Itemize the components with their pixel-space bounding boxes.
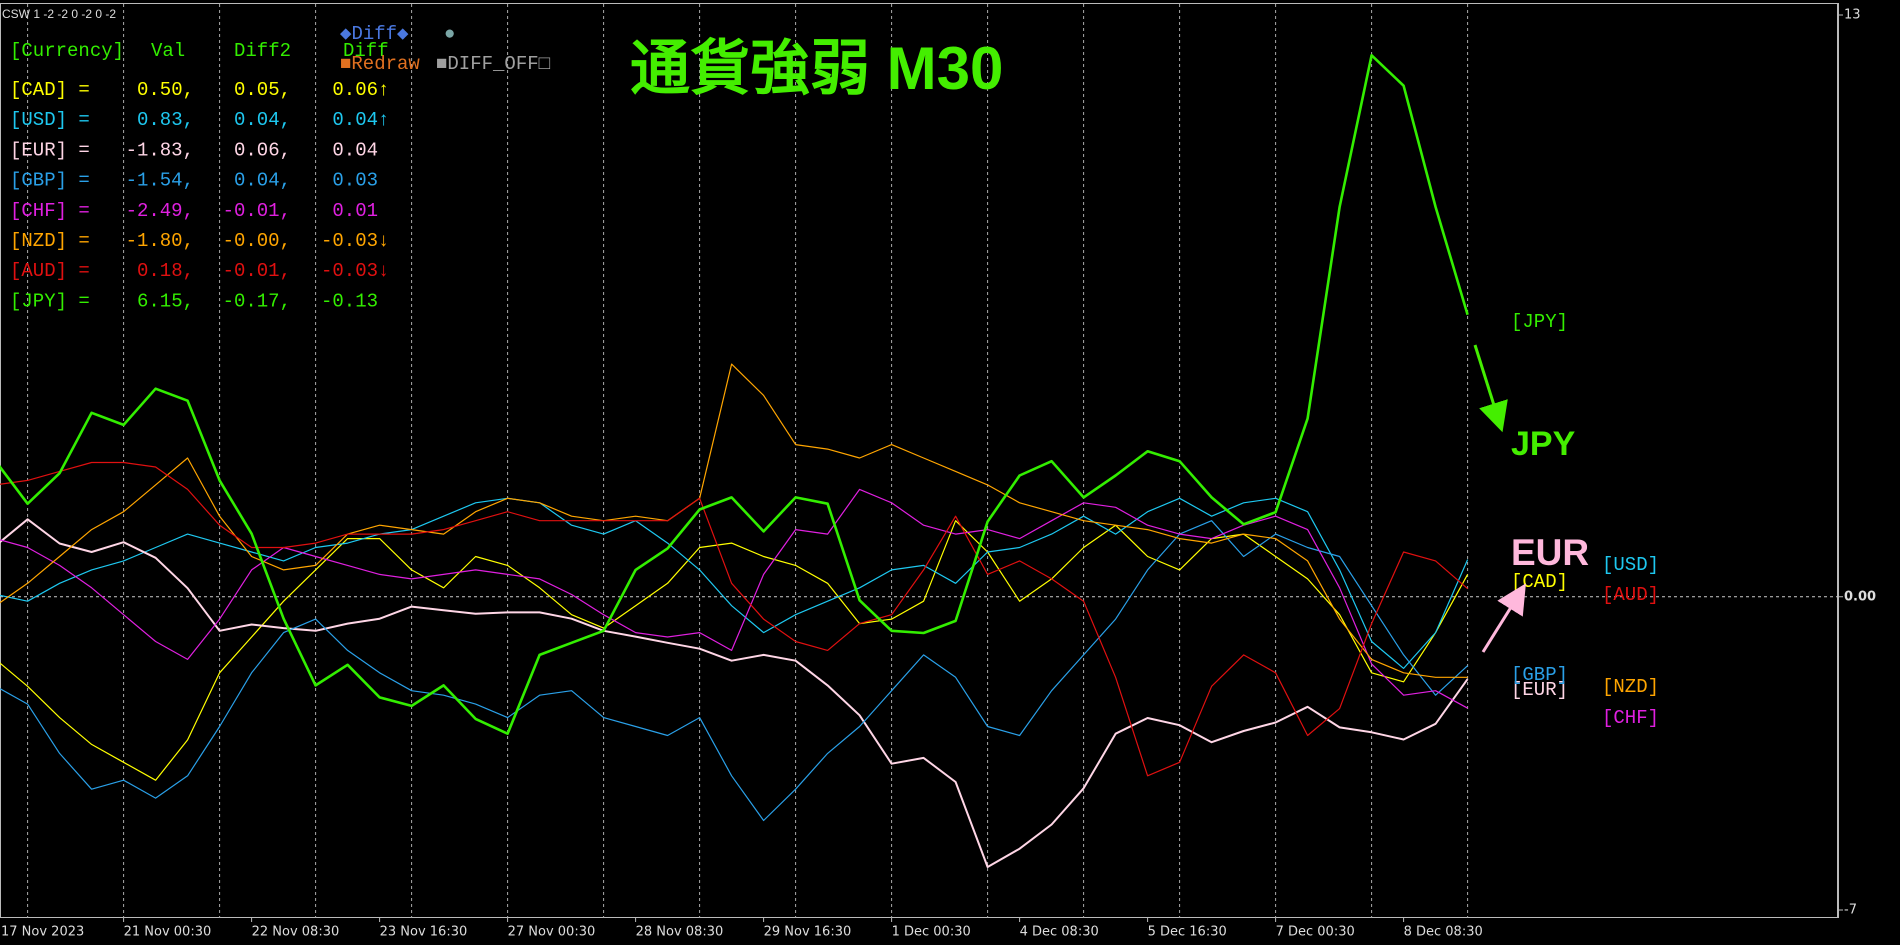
table-cell: 0.06,: [234, 139, 291, 161]
series-label: [EUR]: [1511, 679, 1568, 701]
table-cell: [NZD] =: [10, 230, 90, 252]
x-tick-label: 22 Nov 08:30: [252, 925, 340, 940]
table-cell: 0.18,: [137, 260, 194, 282]
chart-title: 通貨強弱 M30: [630, 35, 1003, 102]
table-cell: -1.54,: [126, 170, 194, 192]
x-tick-label: 17 Nov 2023: [1, 925, 84, 940]
table-cell: 0.83,: [137, 109, 194, 131]
x-tick-label: 29 Nov 16:30: [764, 925, 852, 940]
arrow: [1473, 344, 1508, 433]
x-tick-label: 27 Nov 00:30: [508, 925, 596, 940]
annotation: JPY: [1511, 425, 1576, 463]
series-label: [GBP]: [1511, 664, 1568, 686]
series-label: [JPY]: [1511, 311, 1568, 333]
x-tick-label: 4 Dec 08:30: [1020, 925, 1099, 940]
series-label: [NZD]: [1602, 676, 1659, 698]
y-tick-label: 0.00: [1844, 589, 1876, 604]
table-cell: [EUR] =: [10, 139, 90, 161]
table-cell: [USD] =: [10, 109, 90, 131]
table-cell: 0.04: [332, 139, 378, 161]
table-header: Diff2: [234, 40, 291, 62]
table-cell: 0.03: [332, 170, 378, 192]
annotation: EUR: [1511, 532, 1589, 573]
table-cell: [GBP] =: [10, 170, 90, 192]
control-button[interactable]: ◆Diff◆: [340, 23, 409, 45]
table-cell: 0.01: [332, 200, 378, 222]
series-layer: [0, 54, 1469, 868]
series-line: [0, 461, 1468, 777]
x-tick-label: 28 Nov 08:30: [636, 925, 724, 940]
table-cell: -1.83,: [126, 139, 194, 161]
table-cell: -0.03↓: [321, 230, 389, 252]
table-cell: 0.04,: [234, 109, 291, 131]
table-cell: -0.00,: [223, 230, 291, 252]
series-label: [CAD]: [1511, 571, 1568, 593]
table-cell: [JPY] =: [10, 290, 90, 312]
series-line: [0, 520, 1469, 781]
series-line: [0, 488, 1468, 709]
table-cell: 0.50,: [137, 79, 194, 101]
control-button[interactable]: ■DIFF_OFF□: [436, 53, 551, 75]
table-cell: [AUD] =: [10, 260, 90, 282]
x-tick-label: 8 Dec 08:30: [1404, 925, 1483, 940]
y-tick-label: 13: [1844, 8, 1861, 23]
series-line: [0, 497, 1469, 669]
series-line: [0, 54, 1469, 735]
table-cell: -0.13: [321, 290, 378, 312]
table-cell: -1.80,: [126, 230, 194, 252]
table-cell: [CAD] =: [10, 79, 90, 101]
table-header: Val: [151, 40, 185, 62]
table-cell: 0.05,: [234, 79, 291, 101]
control-button[interactable]: ●: [444, 23, 455, 45]
table-cell: 0.06↑: [332, 79, 389, 101]
series-label: [AUD]: [1602, 584, 1659, 606]
arrow: [1481, 583, 1526, 653]
table-cell: [CHF] =: [10, 200, 90, 222]
table-header: [Currency]: [10, 40, 124, 62]
table-header: Diff: [343, 40, 389, 62]
x-tick-label: 7 Dec 00:30: [1276, 925, 1355, 940]
table-cell: -0.17,: [223, 290, 291, 312]
table-cell: 6.15,: [137, 290, 194, 312]
x-tick-label: 21 Nov 00:30: [124, 925, 212, 940]
control-button[interactable]: ■Redraw: [340, 53, 420, 75]
table-cell: -0.01,: [223, 200, 291, 222]
plot-frame: [0, 3, 1838, 918]
x-tick-label: 5 Dec 16:30: [1148, 925, 1227, 940]
series-line: [0, 520, 1469, 822]
series-line: [0, 363, 1468, 678]
series-line: [0, 518, 1469, 868]
series-label: [CHF]: [1602, 707, 1659, 729]
x-tick-label: 23 Nov 16:30: [380, 925, 468, 940]
table-cell: -2.49,: [126, 200, 194, 222]
series-label: [USD]: [1602, 554, 1659, 576]
x-tick-label: 1 Dec 00:30: [892, 925, 971, 940]
axis-layer: 13 0.00 -7 17 Nov 2023 21 Nov 00:30 22 Nov 08…: [1, 3, 1876, 940]
table-cell: 0.04,: [234, 170, 291, 192]
table-cell: -0.03↓: [321, 260, 389, 282]
table-cell: 0.04↑: [332, 109, 389, 131]
y-tick-label: -7: [1844, 903, 1857, 918]
indicator-label: CSW 1 -2 -2 0 -2 0 -2: [2, 7, 116, 21]
table-cell: -0.01,: [223, 260, 291, 282]
info-panel: [Currency] Val Diff2 Diff [CAD] = 0.50, 0.05, 0…: [10, 23, 551, 312]
